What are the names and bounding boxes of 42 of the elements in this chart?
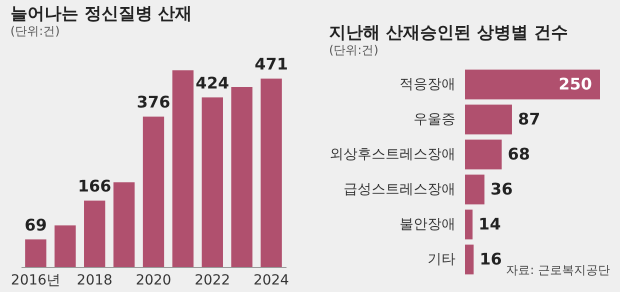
bar (465, 104, 512, 134)
data-label: 16 (480, 250, 502, 268)
y-tick-label: 우울증 (414, 112, 456, 128)
x-tick-label: 2018 (76, 272, 112, 288)
bar (54, 225, 76, 267)
data-label: 376 (136, 92, 170, 112)
data-label: 87 (518, 110, 540, 128)
bar (142, 116, 164, 267)
x-tick-label: 2016년 (10, 272, 61, 288)
data-label: 36 (490, 180, 513, 198)
bar (260, 78, 282, 267)
bar (465, 70, 600, 100)
annotation: 자료: 근로복지공단 (506, 263, 610, 277)
x-tick-label: 2022 (194, 272, 230, 288)
bar (25, 239, 46, 267)
x-tick-label: 2020 (136, 272, 172, 288)
chart-title: 늘어나는 정신질병 산재 (10, 4, 192, 24)
data-label: 68 (508, 144, 530, 164)
y-tick-label: 외상후스트레스장애 (330, 146, 456, 162)
y-tick-label: 기타 (428, 252, 456, 268)
y-tick-label: 불안장애 (400, 216, 456, 232)
data-label: 471 (254, 54, 288, 74)
data-label: 250 (558, 74, 592, 94)
y-tick-label: 급성스트레스장애 (344, 182, 456, 198)
chart-title: 지난해 산재승인된 상병별 건수 (329, 23, 568, 43)
bar (172, 70, 194, 267)
text: (단위:건) (329, 43, 378, 57)
bar (465, 140, 502, 170)
bar (202, 97, 223, 267)
y-tick-label: 적응장애 (400, 76, 456, 92)
data-label: 166 (78, 176, 112, 196)
x-tick-label: 2024 (253, 272, 290, 288)
bar (465, 210, 473, 240)
bar (84, 200, 106, 267)
bar (465, 174, 484, 204)
bar (113, 182, 135, 267)
data-label: 14 (478, 214, 501, 234)
data-label: 69 (24, 215, 47, 234)
chart-subtitle: (단위:건) (10, 24, 60, 38)
data-label: 424 (196, 73, 230, 92)
bar (465, 244, 474, 274)
bar (231, 87, 252, 267)
